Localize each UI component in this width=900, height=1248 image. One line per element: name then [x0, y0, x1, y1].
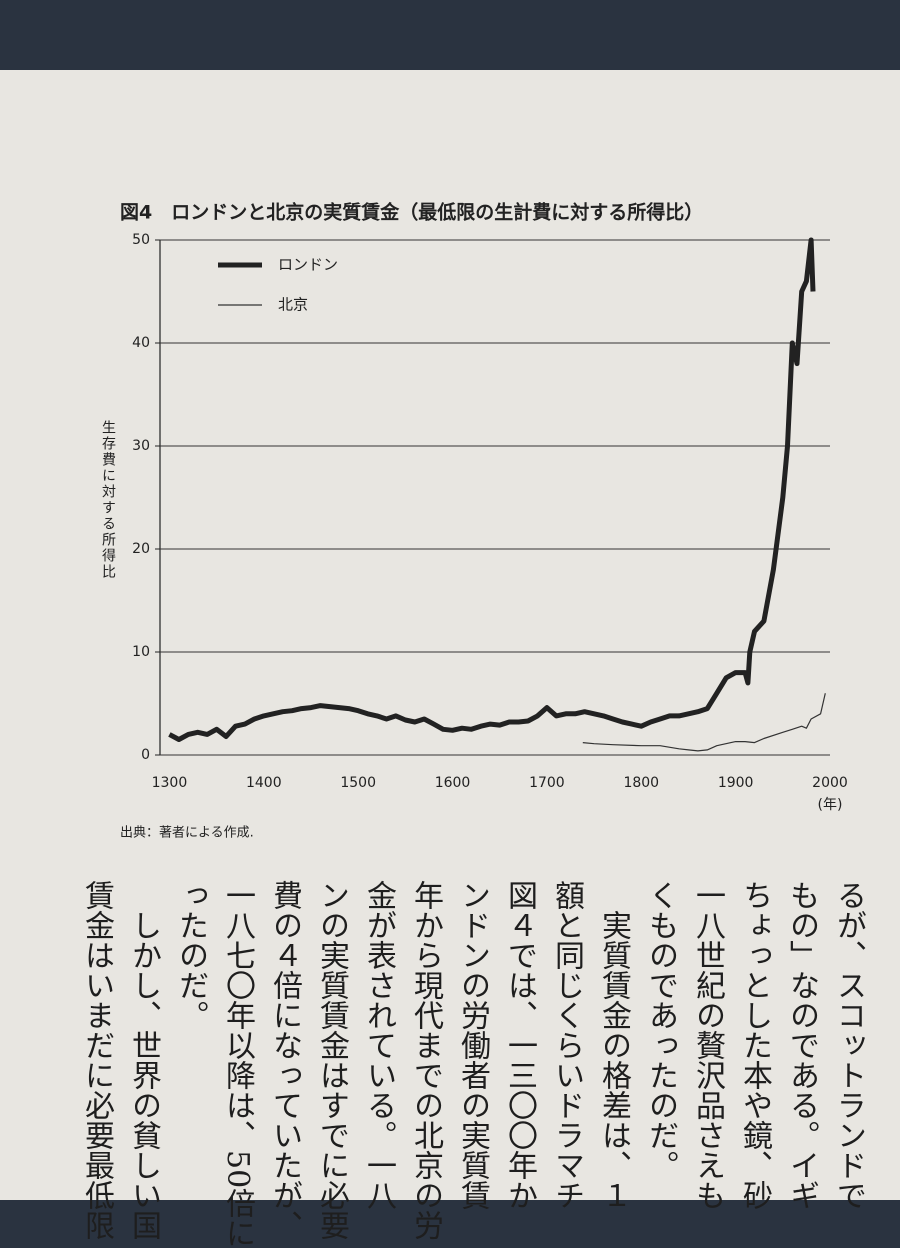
y-tick-label: 20 — [132, 541, 150, 557]
x-tick-label: 1800 — [623, 775, 659, 791]
y-tick-label: 30 — [132, 438, 150, 454]
book-page — [0, 70, 900, 1200]
text-column: 額と同じくらいドラマチ — [549, 880, 584, 1210]
chart: 図4 ロンドンと北京の実質賃金（最低限の生計費に対する所得比） 出典：著者による… — [100, 201, 848, 841]
x-tick-label: 1700 — [529, 775, 565, 791]
text-column: くものであったのだ。 — [643, 880, 678, 1180]
text-column: るが、スコットランドで — [831, 880, 866, 1210]
x-tick-label: 1400 — [246, 775, 282, 791]
body-text: るが、スコットランドで もの」なのである。イギ ちょっとした本や鏡、砂 一八世紀の贅沢… — [73, 880, 872, 1248]
y-axis-label: 生存費に対する所得比 — [100, 420, 116, 580]
text-column: 年から現代までの北京の労 — [408, 880, 443, 1240]
x-tick-label: 1300 — [152, 775, 188, 791]
text-column: 賃金はいまだに必要最低限 — [79, 880, 114, 1240]
legend-label: 北京 — [278, 296, 308, 314]
x-tick-label: 1500 — [340, 775, 376, 791]
text-column: しかし、世界の貧しい国 — [126, 880, 161, 1240]
text-column: ンドンの労働者の実質賃 — [455, 880, 490, 1210]
text-column: ったのだ。 — [173, 880, 208, 1030]
text-column: ちょっとした本や鏡、砂 — [737, 880, 772, 1210]
y-tick-label: 10 — [132, 644, 150, 660]
text-column: 金が表されている。一八 — [361, 880, 396, 1210]
chart-title: 図4 ロンドンと北京の実質賃金（最低限の生計費に対する所得比） — [120, 201, 703, 224]
text-column: 一八七〇年以降は、50倍に — [220, 880, 255, 1248]
data-line — [168, 237, 816, 742]
legend-label: ロンドン — [278, 256, 338, 274]
text-column: 実質賃金の格差は、１ — [596, 880, 631, 1210]
text-column: ンの実質賃金はすでに必要 — [314, 880, 349, 1240]
text-column: 図４では、一三〇〇年か — [502, 880, 537, 1210]
data-line — [582, 693, 826, 752]
text-column: 一八世紀の贅沢品さえも — [690, 880, 725, 1210]
text-column: 費の４倍になっていたが、 — [267, 880, 302, 1240]
y-tick-label: 50 — [132, 232, 150, 248]
text-column: もの」なのである。イギ — [784, 880, 819, 1210]
x-tick-label: 1900 — [718, 775, 754, 791]
page: {"chart_data": { "type": "line", "title"… — [0, 70, 900, 1248]
x-tick-label: 1600 — [435, 775, 471, 791]
y-tick-label: 0 — [141, 747, 150, 763]
x-tick-label: 2000 — [812, 775, 848, 791]
y-tick-label: 40 — [132, 335, 150, 351]
x-axis-unit: (年) — [818, 797, 843, 813]
source-note: 出典：著者による作成. — [120, 826, 254, 841]
